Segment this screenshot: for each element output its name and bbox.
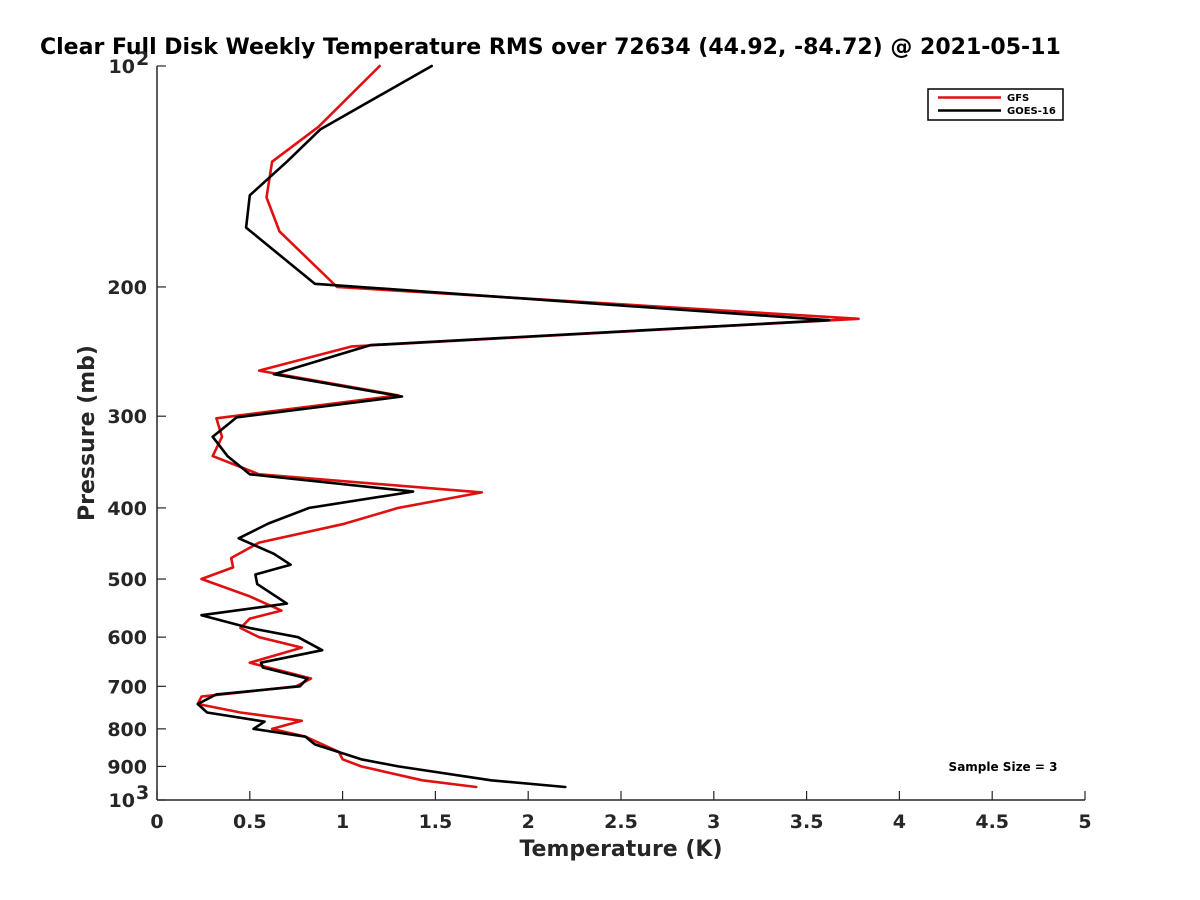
y-tick-label-exponent: 2	[136, 48, 149, 70]
legend-box	[927, 88, 1064, 121]
y-tick-label: 800	[107, 719, 147, 741]
chart-title: Clear Full Disk Weekly Temperature RMS o…	[40, 35, 1061, 60]
x-tick-label: 4	[893, 811, 906, 833]
y-tick-label: 500	[107, 569, 147, 591]
y-tick-label-base: 10	[109, 790, 135, 812]
legend-label-gfs: GFS	[1007, 93, 1029, 104]
x-tick-label: 4.5	[975, 811, 1009, 833]
y-axis-label: Pressure (mb)	[75, 345, 100, 521]
y-tick-label: 900	[107, 756, 147, 778]
x-tick-label: 1.5	[419, 811, 453, 833]
y-tick-label-base: 10	[109, 56, 135, 78]
x-tick-label: 0.5	[233, 811, 267, 833]
series-group	[196, 64, 860, 789]
series-line-gfs	[196, 64, 860, 789]
x-tick-label: 0	[150, 811, 163, 833]
y-tick-label: 600	[107, 627, 147, 649]
x-tick-label: 3.5	[790, 811, 824, 833]
y-tick-label: 700	[107, 676, 147, 698]
legend-label-goes-16: GOES-16	[1007, 106, 1056, 117]
x-tick-label: 3	[707, 811, 720, 833]
y-tick-label-exponent: 3	[136, 782, 149, 804]
y-tick-label: 200	[107, 277, 147, 299]
x-tick-label: 2.5	[604, 811, 638, 833]
sample-size-annotation: Sample Size = 3	[949, 760, 1058, 774]
x-tick-label: 1	[336, 811, 349, 833]
x-tick-label: 5	[1078, 811, 1091, 833]
series-line-goes-16	[196, 64, 831, 789]
legend: GFS GOES-16	[927, 88, 1064, 121]
x-tick-label: 2	[522, 811, 535, 833]
x-axis-label: Temperature (K)	[519, 837, 722, 862]
x-ticks: 0 0.5 1 1.5 2 2.5 3 3.5 4 4.5 5	[150, 791, 1092, 833]
y-tick-label: 300	[107, 406, 147, 428]
y-tick-label: 400	[107, 498, 147, 520]
